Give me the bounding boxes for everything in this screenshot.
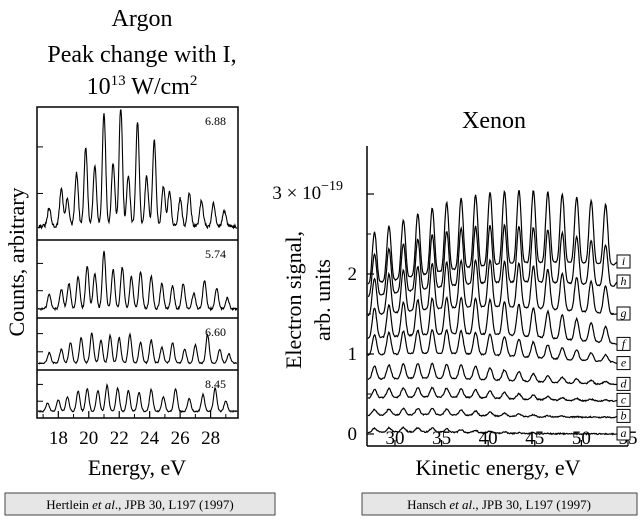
xenon-y-top-label: 3 × 10−19 bbox=[272, 179, 343, 204]
xenon-title: Xenon bbox=[462, 108, 526, 134]
xenon-series-h: h bbox=[367, 223, 631, 298]
xenon-series-line bbox=[367, 407, 618, 419]
xenon-y-tick-label: 1 bbox=[348, 344, 358, 365]
argon-panel-3: 6.60 bbox=[37, 317, 238, 365]
xenon-series-label-box bbox=[616, 376, 631, 391]
xenon-series-label: g bbox=[621, 306, 627, 320]
xenon-series-d: d bbox=[367, 362, 631, 391]
xenon-series-label-box bbox=[616, 426, 631, 441]
xenon-series-label-box bbox=[616, 408, 631, 423]
argon-spectrum-line bbox=[37, 109, 238, 230]
xenon-series-line bbox=[367, 362, 618, 386]
xenon-series-c: c bbox=[367, 386, 631, 407]
argon-subtitle-unit-exp: 2 bbox=[190, 73, 198, 89]
argon-panel-label: 5.74 bbox=[205, 247, 226, 261]
argon-panel-1: 6.88 bbox=[37, 109, 238, 230]
xenon-series-label: a bbox=[621, 426, 627, 440]
argon-x-label: Energy, eV bbox=[88, 455, 186, 480]
argon-x-tick-label: 22 bbox=[110, 428, 129, 449]
xenon-series-label: h bbox=[621, 274, 627, 288]
citation-right-etal: et al bbox=[449, 497, 472, 512]
citation-left-prefix: Hertlein bbox=[46, 497, 92, 512]
xenon-series-line bbox=[367, 386, 618, 403]
xenon-y-tick-label: 0 bbox=[348, 424, 358, 445]
xenon-series-f: f bbox=[367, 295, 631, 351]
argon-spectrum-line bbox=[37, 383, 238, 414]
argon-x-tick-label: 20 bbox=[79, 428, 98, 449]
xenon-y-label-line2: arb. units bbox=[310, 259, 335, 341]
argon-subtitle-base: 10 bbox=[87, 74, 111, 100]
xenon-y-top-base: 3 × 10 bbox=[272, 183, 321, 204]
xenon-series-g: g bbox=[367, 258, 631, 321]
xenon-series-line bbox=[367, 189, 618, 285]
argon-subtitle-exp: 13 bbox=[111, 73, 126, 89]
xenon-y-top-exp: −19 bbox=[321, 179, 343, 194]
argon-spectrum-line bbox=[37, 250, 238, 312]
argon-panel-label: 8.45 bbox=[205, 377, 226, 391]
xenon-x-tick-label: 30 bbox=[385, 428, 404, 449]
argon-spectrum-line bbox=[37, 332, 237, 365]
xenon-series-label-box bbox=[616, 356, 631, 371]
xenon-series-label: c bbox=[621, 392, 627, 406]
argon-panel-label: 6.88 bbox=[205, 114, 226, 128]
argon-panel-label: 6.60 bbox=[205, 325, 226, 339]
argon-panel-4: 8.45 bbox=[37, 369, 238, 414]
xenon-series-a: a bbox=[367, 426, 631, 441]
citation-left-text: Hertlein et al., JPB 30, L197 (1997) bbox=[46, 497, 233, 512]
xenon-series-i: i bbox=[367, 189, 631, 285]
xenon-series-line bbox=[367, 426, 618, 436]
xenon-series-label: e bbox=[621, 356, 627, 370]
xenon-series-label: b bbox=[621, 408, 627, 422]
xenon-series-line bbox=[367, 328, 618, 365]
argon-title: Argon bbox=[112, 6, 173, 32]
xenon-series-label: f bbox=[622, 336, 627, 350]
xenon-series-line bbox=[367, 223, 618, 298]
xenon-series-b: b bbox=[367, 407, 631, 423]
citation-left-box bbox=[4, 492, 276, 516]
argon-panel-2: 5.74 bbox=[37, 239, 238, 312]
xenon-series-line bbox=[367, 258, 618, 317]
xenon-series-label: d bbox=[621, 376, 628, 390]
argon-y-label: Counts, arbitrary bbox=[4, 187, 29, 336]
xenon-series-label: i bbox=[622, 254, 625, 268]
citation-left: Hertlein et al., JPB 30, L197 (1997) bbox=[4, 492, 276, 516]
xenon-series-label-box bbox=[616, 274, 631, 289]
argon-x-tick-label: 24 bbox=[140, 428, 160, 449]
argon-frame bbox=[36, 106, 239, 419]
citation-left-suffix: ., JPB 30, L197 (1997) bbox=[115, 497, 234, 512]
xenon-y-label-line1: Electron signal, bbox=[281, 231, 306, 369]
citation-left-etal: et al bbox=[92, 497, 115, 512]
argon-x-axis: 18 20 22 24 26 28 bbox=[42, 411, 227, 449]
xenon-y-tick-label: 2 bbox=[348, 264, 358, 285]
xenon-x-tick-label: 45 bbox=[525, 428, 544, 449]
citation-right-text: Hansch et al., JPB 30, L197 (1997) bbox=[407, 497, 591, 512]
citation-right-suffix: ., JPB 30, L197 (1997) bbox=[472, 497, 591, 512]
argon-x-tick-label: 26 bbox=[171, 428, 190, 449]
xenon-series-label-box bbox=[616, 336, 631, 351]
xenon-series-line bbox=[367, 295, 618, 345]
argon-chart: Argon Peak change with I, 1013 W/cm2 6.8… bbox=[4, 6, 239, 480]
xenon-series-label-box bbox=[616, 254, 631, 269]
citation-right: Hansch et al., JPB 30, L197 (1997) bbox=[361, 492, 638, 516]
xenon-x-label: Kinetic energy, eV bbox=[416, 455, 581, 480]
citation-right-prefix: Hansch bbox=[407, 497, 449, 512]
xenon-y-ticks: 0 1 2 bbox=[348, 193, 374, 445]
xenon-series-e: e bbox=[367, 328, 631, 371]
xenon-x-tick-label: 50 bbox=[572, 428, 591, 449]
xenon-x-tick-label: 35 bbox=[432, 428, 451, 449]
argon-x-tick-label: 28 bbox=[201, 428, 220, 449]
xenon-axes: 303540455055 bbox=[366, 146, 638, 449]
argon-x-tick-label: 18 bbox=[49, 428, 68, 449]
argon-subtitle-line1: Peak change with I, bbox=[47, 42, 236, 68]
xenon-series-label-box bbox=[616, 306, 631, 321]
citation-right-box bbox=[361, 492, 638, 516]
argon-subtitle-unit: W/cm bbox=[126, 74, 191, 100]
argon-subtitle-line2: 1013 W/cm2 bbox=[87, 73, 198, 100]
xenon-series-label-box bbox=[616, 392, 631, 407]
argon-panels: 6.88 5.74 6.60 8.45 bbox=[37, 109, 238, 414]
